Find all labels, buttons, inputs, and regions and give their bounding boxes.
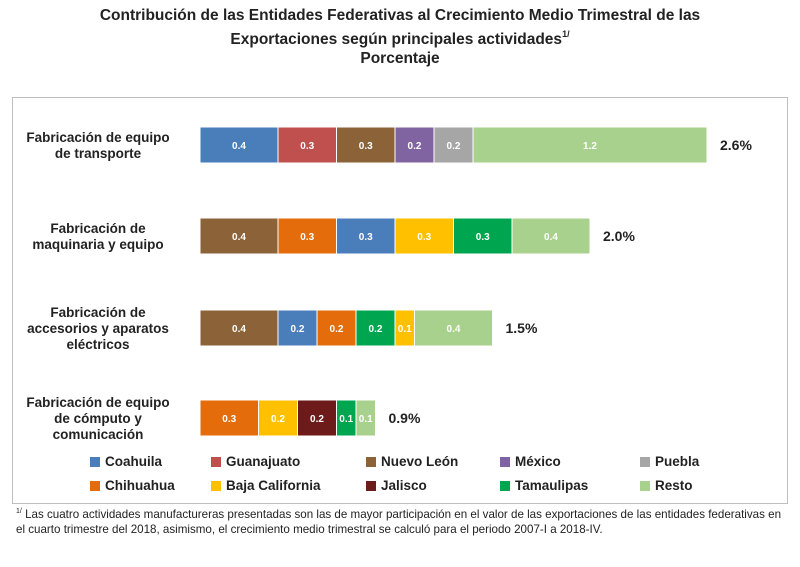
- title-line-2-text: Exportaciones según principales activida…: [230, 31, 563, 48]
- segment-value-label: 0.2: [330, 324, 344, 335]
- category-label-line: comunicación: [53, 427, 144, 442]
- segment-value-label: 0.2: [271, 414, 285, 425]
- bar-segment: [355, 309, 396, 347]
- segment-value-label: 0.2: [408, 141, 422, 152]
- legend-swatch: [640, 457, 650, 467]
- legend-label: Jalisco: [381, 478, 427, 493]
- bar-segment: [199, 217, 279, 255]
- legend-label: Resto: [655, 478, 693, 493]
- segment-value-label: 0.4: [232, 232, 246, 243]
- segment-value-label: 0.2: [369, 324, 383, 335]
- title-line-3: Porcentaje: [360, 50, 440, 67]
- category-label: Fabricación de equipo de transporte: [26, 130, 169, 161]
- bar-segment: [414, 309, 493, 347]
- legend-label: Chihuahua: [105, 478, 175, 493]
- legend-swatch: [366, 481, 376, 491]
- segment-value-label: 0.2: [291, 324, 305, 335]
- chart-title: Contribución de las Entidades Federativa…: [0, 6, 800, 68]
- bar-total-label: 2.6%: [720, 137, 752, 153]
- category-label: Fabricación de maquinaria y equipo: [32, 221, 163, 252]
- category-label: Fabricación de accesorios y aparatos eléct…: [27, 305, 169, 352]
- segment-value-label: 0.4: [447, 324, 461, 335]
- segment-value-label: 0.1: [359, 414, 373, 425]
- segment-value-label: 0.1: [398, 324, 412, 335]
- legend-label: Baja California: [226, 478, 321, 493]
- bar-segment: [199, 399, 259, 437]
- bar-segment: [433, 126, 474, 164]
- segment-value-label: 0.3: [300, 141, 314, 152]
- legend-swatch: [640, 481, 650, 491]
- bar-segment: [336, 126, 396, 164]
- legend-label: Puebla: [655, 454, 700, 469]
- category-label-line: Fabricación de: [50, 221, 146, 236]
- bar-segment: [277, 309, 318, 347]
- title-line-2: Exportaciones según principales activida…: [0, 25, 800, 49]
- segment-value-label: 1.2: [583, 141, 597, 152]
- legend-label: Nuevo León: [381, 454, 458, 469]
- category-label-line: Fabricación de equipo: [26, 130, 169, 145]
- footnote-text: Las cuatro actividades manufactureras pr…: [16, 508, 782, 536]
- bar-total-label: 0.9%: [389, 410, 421, 426]
- bar-total-label: 2.0%: [603, 228, 635, 244]
- title-footnote-marker: 1/: [562, 29, 570, 39]
- category-label-line: Fabricación de equipo: [26, 395, 169, 410]
- legend-swatch: [211, 481, 221, 491]
- segment-value-label: 0.4: [232, 141, 246, 152]
- segment-value-label: 0.4: [544, 232, 558, 243]
- footnote-marker: 1/: [16, 508, 22, 515]
- bar-segment: [453, 217, 513, 255]
- legend-swatch: [500, 457, 510, 467]
- bar-segment: [472, 126, 708, 164]
- bar-segment: [316, 309, 357, 347]
- bar-segment: [355, 399, 376, 437]
- bar-segment: [394, 217, 454, 255]
- segment-value-label: 0.3: [417, 232, 431, 243]
- bar-total-label: 1.5%: [506, 320, 538, 336]
- bar-segment: [277, 217, 337, 255]
- bar-segment: [277, 126, 337, 164]
- category-label-line: de cómputo y: [54, 411, 142, 426]
- title-line-1: Contribución de las Entidades Federativa…: [99, 7, 701, 24]
- category-label-line: maquinaria y equipo: [32, 237, 163, 252]
- legend-label: Guanajuato: [226, 454, 300, 469]
- segment-value-label: 0.3: [359, 141, 373, 152]
- segment-value-label: 0.3: [476, 232, 490, 243]
- segment-value-label: 0.3: [222, 414, 236, 425]
- legend-swatch: [90, 457, 100, 467]
- category-label-line: Fabricación de: [50, 305, 146, 320]
- footnote: 1/ Las cuatro actividades manufactureras…: [16, 505, 788, 537]
- legend-swatch: [211, 457, 221, 467]
- bar-segment: [511, 217, 591, 255]
- category-label: Fabricación de equipo de cómputo y comunic…: [26, 395, 169, 442]
- category-label-line: accesorios y aparatos: [27, 321, 169, 336]
- segment-value-label: 0.3: [359, 232, 373, 243]
- legend-swatch: [90, 481, 100, 491]
- segment-value-label: 0.4: [232, 324, 246, 335]
- segment-value-label: 0.2: [310, 414, 324, 425]
- legend-swatch: [500, 481, 510, 491]
- bar-segment: [258, 399, 298, 437]
- bar-segment: [199, 309, 279, 347]
- chart-frame: [12, 97, 788, 504]
- segment-value-label: 0.1: [339, 414, 353, 425]
- legend-label: México: [515, 454, 561, 469]
- category-label-line: de transporte: [55, 146, 142, 161]
- segment-value-label: 0.3: [300, 232, 314, 243]
- legend-label: Tamaulipas: [515, 478, 588, 493]
- segment-value-label: 0.2: [447, 141, 461, 152]
- category-label-line: eléctricos: [66, 337, 129, 352]
- legend-swatch: [366, 457, 376, 467]
- legend-label: Coahuila: [105, 454, 162, 469]
